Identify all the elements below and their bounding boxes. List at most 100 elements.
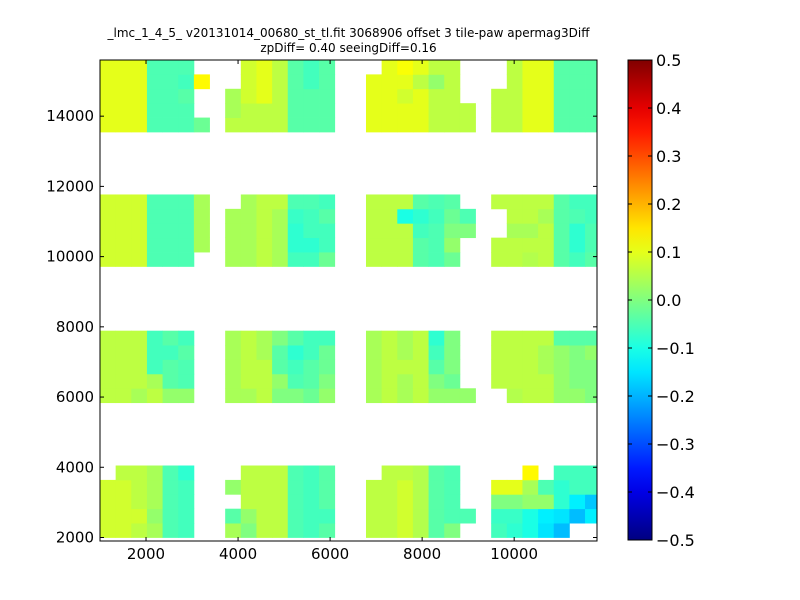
heatmap-cell (225, 208, 242, 224)
heatmap-cell (303, 223, 320, 239)
heatmap-cell (585, 345, 598, 360)
heatmap-cell (569, 252, 586, 267)
heatmap-cell (100, 223, 117, 239)
heatmap-cell (100, 330, 117, 346)
heatmap-cell (412, 345, 429, 360)
heatmap-cell (178, 345, 195, 360)
heatmap-cell (397, 60, 414, 75)
heatmap-cell (491, 252, 508, 267)
heatmap-cell (553, 508, 570, 524)
heatmap-cell (522, 359, 539, 375)
heatmap-cell (553, 523, 570, 538)
heatmap-cell (381, 117, 398, 133)
heatmap-cell (553, 117, 570, 133)
heatmap-cell (287, 103, 304, 118)
heatmap-cell (428, 494, 445, 510)
heatmap-cell (553, 479, 570, 495)
heatmap-cell (412, 479, 429, 495)
colorbar-tick-label: 0.4 (656, 99, 681, 118)
heatmap-cell (162, 479, 179, 495)
heatmap-cell (553, 330, 570, 346)
heatmap-cell (538, 237, 555, 253)
heatmap-cell (240, 252, 257, 267)
heatmap-cell (146, 208, 163, 224)
heatmap-cell (225, 237, 242, 253)
heatmap-cell (256, 117, 273, 133)
heatmap-cell (381, 103, 398, 118)
heatmap-cell (553, 237, 570, 253)
heatmap-cell (146, 74, 163, 90)
heatmap-cell (491, 88, 508, 104)
heatmap-cell (585, 494, 598, 510)
heatmap-cell (428, 223, 445, 239)
heatmap-cell (115, 223, 132, 239)
y-tick-label: 8000 (56, 318, 94, 336)
heatmap-cell (287, 208, 304, 224)
heatmap-cell (240, 103, 257, 118)
heatmap-cell (256, 223, 273, 239)
heatmap-cell (381, 237, 398, 253)
heatmap-cell (162, 60, 179, 75)
heatmap-cell (522, 523, 539, 538)
heatmap-cell (319, 388, 336, 404)
heatmap-cell (365, 208, 383, 224)
heatmap-cell (162, 388, 179, 404)
heatmap-cell (303, 359, 320, 375)
heatmap-cell (303, 465, 320, 481)
heatmap-cell (459, 208, 476, 224)
heatmap-cell (491, 330, 508, 346)
heatmap-cell (178, 74, 195, 90)
heatmap-cell (225, 103, 242, 118)
heatmap-cell (585, 359, 598, 375)
heatmap-cell (240, 194, 257, 210)
heatmap-cell (444, 117, 461, 133)
x-tick-label: 8000 (403, 545, 441, 563)
heatmap-cell (522, 223, 539, 239)
heatmap-cell (506, 345, 523, 360)
heatmap-cell (178, 60, 195, 75)
heatmap-cell (538, 103, 555, 118)
heatmap-cell (538, 494, 555, 510)
heatmap-cell (381, 223, 398, 239)
heatmap-cell (585, 103, 598, 118)
heatmap-cell (193, 74, 210, 90)
heatmap-cell (428, 523, 445, 538)
heatmap-cell (178, 465, 195, 481)
heatmap-cell (412, 373, 429, 389)
heatmap-cell (100, 74, 117, 90)
colorbar-tick-label: 0.5 (656, 51, 681, 70)
heatmap-cell (303, 388, 320, 404)
heatmap-cell (538, 330, 555, 346)
y-tick-label: 6000 (56, 388, 94, 406)
heatmap-cell (178, 237, 195, 253)
heatmap-cell (428, 252, 445, 267)
heatmap-cell (146, 359, 163, 375)
heatmap-cell (272, 60, 289, 75)
chart-title: _lmc_1_4_5_ v20131014_00680_st_tl.fit 30… (107, 26, 590, 40)
heatmap-cell (522, 60, 539, 75)
heatmap-cell (444, 373, 461, 389)
heatmap-cell (444, 60, 461, 75)
heatmap-cell (522, 345, 539, 360)
heatmap-cell (178, 208, 195, 224)
heatmap-cell (569, 494, 586, 510)
y-tick-label: 2000 (56, 528, 94, 546)
heatmap-cell (569, 359, 586, 375)
heatmap-cell (100, 373, 117, 389)
heatmap-cell (287, 194, 304, 210)
heatmap-cell (319, 508, 336, 524)
heatmap-cell (178, 330, 195, 346)
heatmap-cell (272, 223, 289, 239)
heatmap-cell (381, 523, 398, 538)
heatmap-cell (569, 60, 586, 75)
heatmap-cell (131, 388, 148, 404)
heatmap-cell (100, 103, 117, 118)
heatmap-cell (553, 494, 570, 510)
heatmap-cell (569, 117, 586, 133)
heatmap-cell (397, 88, 414, 104)
heatmap-cell (131, 103, 148, 118)
colorbar-tick-label: −0.3 (656, 435, 695, 454)
heatmap-cell (381, 194, 398, 210)
heatmap-cell (319, 465, 336, 481)
heatmap-cell (553, 252, 570, 267)
